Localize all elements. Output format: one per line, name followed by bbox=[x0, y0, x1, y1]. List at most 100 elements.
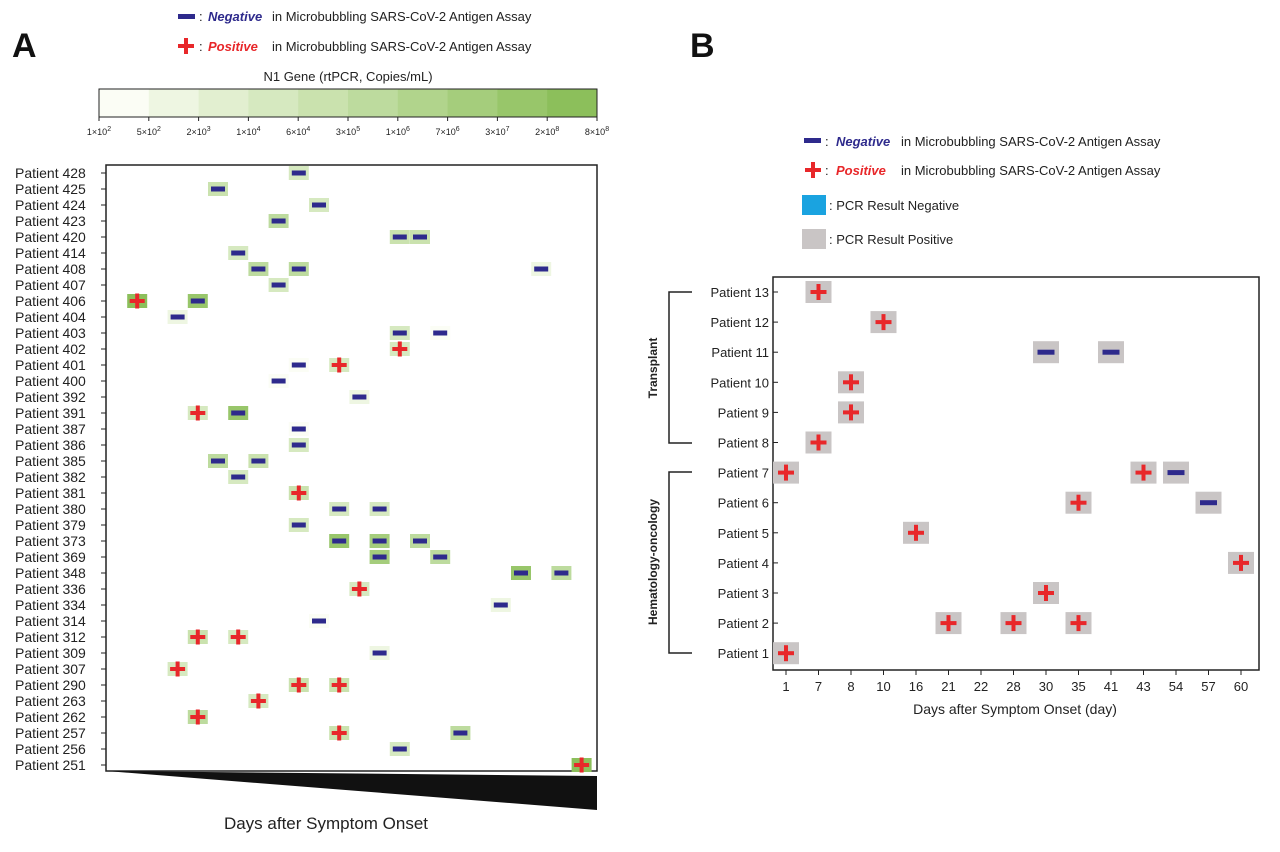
heatmap-cell bbox=[127, 293, 148, 309]
colorbar-tick-label: 3×107 bbox=[485, 126, 509, 137]
heatmap-cell bbox=[369, 550, 390, 564]
patient-label: Patient 428 bbox=[15, 165, 86, 181]
colorbar-tick-label: 7×106 bbox=[436, 126, 460, 137]
colorbar-tick-label: 5×102 bbox=[137, 126, 161, 137]
heatmap-cell bbox=[349, 581, 370, 597]
heatmap-cell bbox=[187, 405, 208, 421]
test-point bbox=[935, 612, 962, 635]
colorbar-segment bbox=[447, 89, 498, 117]
patient-label: Patient 379 bbox=[15, 517, 86, 533]
heatmap-cell bbox=[288, 485, 309, 501]
test-point bbox=[773, 461, 799, 484]
patient-label: Patient 6 bbox=[718, 496, 769, 511]
heatmap-cell bbox=[511, 566, 531, 580]
patient-label: Patient 262 bbox=[15, 709, 86, 725]
heatmap-cell bbox=[329, 502, 350, 516]
x-tick-label: 43 bbox=[1136, 679, 1150, 694]
patient-label: Patient 4 bbox=[718, 556, 769, 571]
colorbar-tick-label: 6×104 bbox=[286, 126, 310, 137]
test-point bbox=[1195, 491, 1222, 514]
colorbar-segment bbox=[198, 89, 249, 117]
x-tick-label: 28 bbox=[1006, 679, 1020, 694]
heatmap-cell bbox=[288, 438, 309, 452]
test-point bbox=[1033, 582, 1059, 604]
legend-positive-icon bbox=[178, 38, 194, 54]
legend-b-positive-suffix: in Microbubbling SARS-CoV-2 Antigen Assa… bbox=[901, 163, 1161, 178]
negative-mark-icon bbox=[534, 266, 549, 272]
colorbar-tick-label: 1×104 bbox=[236, 126, 260, 137]
heatmap-cell bbox=[208, 454, 228, 468]
patient-label: Patient 1 bbox=[718, 646, 769, 661]
negative-mark-icon bbox=[291, 442, 306, 448]
patient-label: Patient 312 bbox=[15, 629, 86, 645]
positive-mark-icon bbox=[1070, 615, 1087, 632]
negative-mark-icon bbox=[211, 186, 225, 192]
patient-label: Patient 387 bbox=[15, 421, 86, 437]
panel-b-legend: : Negative in Microbubbling SARS-CoV-2 A… bbox=[802, 134, 1161, 249]
legend-a-sep2: : bbox=[199, 39, 203, 54]
heatmap-cell bbox=[228, 470, 249, 484]
positive-mark-icon bbox=[778, 645, 794, 662]
positive-mark-icon bbox=[875, 314, 892, 331]
patient-label: Patient 414 bbox=[15, 245, 86, 261]
positive-mark-icon bbox=[190, 629, 206, 645]
test-point bbox=[838, 371, 864, 394]
negative-mark-icon bbox=[372, 650, 387, 656]
patient-label: Patient 400 bbox=[15, 373, 86, 389]
positive-mark-icon bbox=[1005, 615, 1022, 632]
heatmap-cell bbox=[389, 230, 410, 244]
positive-mark-icon bbox=[1038, 585, 1054, 601]
negative-mark-icon bbox=[291, 426, 306, 432]
legend-b-negative-label: Negative bbox=[836, 134, 890, 149]
positive-mark-icon bbox=[843, 404, 859, 421]
patient-label: Patient 404 bbox=[15, 309, 86, 325]
heatmap-cell bbox=[248, 693, 269, 709]
patient-label: Patient 336 bbox=[15, 581, 86, 597]
x-tick-label: 7 bbox=[815, 679, 822, 694]
patient-label: Patient 2 bbox=[718, 616, 769, 631]
negative-mark-icon bbox=[392, 330, 407, 336]
negative-mark-icon bbox=[1167, 470, 1185, 476]
legend-pcr-negative-swatch bbox=[802, 195, 826, 215]
positive-mark-icon bbox=[778, 464, 794, 481]
negative-mark-icon bbox=[211, 458, 225, 464]
negative-mark-icon bbox=[1102, 349, 1120, 355]
positive-mark-icon bbox=[1233, 554, 1249, 571]
negative-mark-icon bbox=[291, 362, 306, 368]
heatmap-cell bbox=[228, 629, 249, 645]
positive-mark-icon bbox=[574, 757, 590, 773]
heatmap-cell bbox=[288, 518, 309, 532]
negative-mark-icon bbox=[231, 410, 246, 416]
patient-label: Patient 3 bbox=[718, 586, 769, 601]
test-point bbox=[1000, 612, 1027, 635]
test-point bbox=[773, 642, 799, 665]
test-point bbox=[1033, 341, 1059, 364]
negative-mark-icon bbox=[312, 202, 326, 208]
x-tick-label: 57 bbox=[1201, 679, 1215, 694]
x-tick-label: 10 bbox=[876, 679, 890, 694]
patient-label: Patient 423 bbox=[15, 213, 86, 229]
legend-negative-icon bbox=[178, 14, 195, 19]
heatmap-cell bbox=[410, 230, 430, 244]
heatmap-cell bbox=[228, 246, 249, 260]
positive-mark-icon bbox=[1070, 494, 1087, 511]
negative-mark-icon bbox=[493, 602, 508, 608]
negative-mark-icon bbox=[231, 474, 246, 480]
legend-a-positive-suffix: in Microbubbling SARS-CoV-2 Antigen Assa… bbox=[272, 39, 532, 54]
colorbar-tick-label: 1×106 bbox=[386, 126, 410, 137]
x-tick-label: 60 bbox=[1234, 679, 1248, 694]
x-tick-label: 30 bbox=[1039, 679, 1053, 694]
negative-mark-icon bbox=[554, 570, 569, 576]
heatmap-cell bbox=[187, 294, 208, 308]
patient-label: Patient 407 bbox=[15, 277, 86, 293]
x-tick-label: 41 bbox=[1104, 679, 1118, 694]
heatmap-cell bbox=[389, 326, 410, 340]
test-point bbox=[1163, 461, 1189, 484]
negative-mark-icon bbox=[372, 554, 387, 560]
heatmap-cell bbox=[329, 677, 350, 693]
test-point bbox=[1130, 461, 1157, 484]
test-point bbox=[805, 431, 832, 454]
colorbar-tick-label: 8×108 bbox=[585, 126, 609, 137]
patient-label: Patient 408 bbox=[15, 261, 86, 277]
